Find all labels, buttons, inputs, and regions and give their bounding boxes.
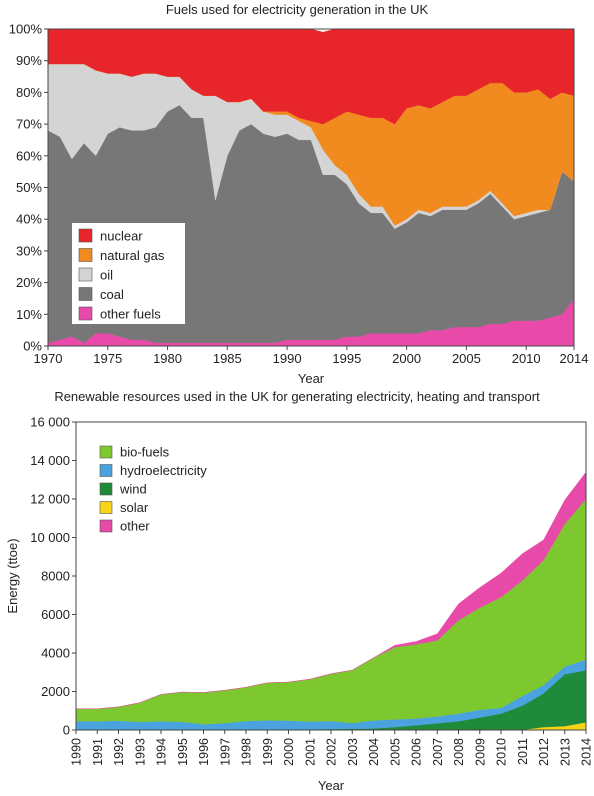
x-tick-label: 1985 (213, 351, 242, 366)
legend-label-solar: solar (120, 500, 149, 515)
legend-swatch-bio-fuels (99, 445, 113, 459)
legend-swatch-solar (99, 501, 113, 514)
y-tick-label: 8000 (41, 569, 70, 584)
y-tick-label: 90% (16, 53, 42, 68)
legend-label-natural-gas: natural gas (100, 248, 165, 263)
x-tick-label: 1994 (155, 738, 169, 766)
legend-label-wind: wind (119, 482, 147, 497)
legend-label-oil: oil (100, 268, 113, 283)
renewables-chart-areas (75, 471, 587, 731)
renewables-x-axis: 1990 1991 1992 1993 1994 1995 1996 1997 1998 1999… (70, 730, 594, 766)
x-tick-label: 1975 (93, 351, 122, 366)
y-tick-label: 60% (16, 148, 42, 163)
legend-label-nuclear: nuclear (100, 229, 143, 244)
x-tick-label: 2002 (325, 738, 339, 766)
x-tick-label: 2013 (558, 738, 572, 766)
y-tick-label: 10 000 (30, 530, 70, 545)
legend-swatch-nuclear (78, 228, 93, 243)
renewables-legend: bio-fuels hydroelectricity wind solar other (99, 445, 207, 534)
fuels-y-axis: 0% 10% 20% 30% 40% 50% 60% 70% 80% 90% 100% (9, 22, 48, 354)
x-tick-label: 2014 (580, 738, 594, 766)
y-tick-label: 70% (16, 117, 42, 132)
y-tick-label: 50% (16, 180, 42, 195)
x-tick-label: 2010 (512, 351, 541, 366)
x-tick-label: 2012 (537, 738, 551, 766)
y-tick-label: 6000 (41, 607, 70, 622)
x-tick-label: 1995 (176, 738, 190, 766)
fuels-x-axis-label: Year (298, 371, 325, 386)
fuels-x-axis: 1970 1975 1980 1985 1990 1995 2000 2005 2010 2014 (34, 346, 589, 366)
x-tick-label: 2005 (388, 738, 402, 766)
x-tick-label: 2007 (431, 738, 445, 766)
legend-swatch-wind (99, 482, 113, 496)
renewables-y-axis-label: Energy (ttoe) (5, 538, 20, 613)
x-tick-label: 1993 (133, 738, 147, 766)
x-tick-label: 1995 (332, 351, 361, 366)
y-tick-label: 4000 (41, 646, 70, 661)
x-tick-label: 1992 (112, 738, 126, 766)
x-tick-label: 2014 (560, 351, 589, 366)
y-tick-label: 2000 (41, 684, 70, 699)
y-tick-label: 40% (16, 212, 42, 227)
x-tick-label: 2000 (282, 738, 296, 766)
x-tick-label: 2001 (303, 738, 317, 766)
x-tick-label: 1999 (261, 738, 275, 766)
legend-swatch-natural-gas (78, 248, 93, 262)
y-tick-label: 10% (16, 307, 42, 322)
y-tick-label: 0 (63, 723, 70, 738)
x-tick-label: 1997 (218, 738, 232, 766)
x-tick-label: 1990 (273, 351, 302, 366)
renewables-x-axis-label: Year (318, 778, 345, 793)
legend-swatch-hydroelectricity (99, 464, 113, 477)
x-tick-label: 2004 (367, 738, 381, 766)
renewables-y-axis: 0 2000 4000 6000 8000 10 000 12 000 14 000 16 00… (30, 415, 76, 738)
x-tick-label: 1996 (197, 738, 211, 766)
renewables-chart-title: Renewable resources used in the UK for g… (54, 389, 540, 404)
legend-swatch-oil (78, 267, 93, 282)
series-area-bio-fuels (75, 498, 587, 725)
y-tick-label: 16 000 (30, 415, 70, 430)
x-tick-label: 1980 (153, 351, 182, 366)
x-tick-label: 2008 (452, 738, 466, 766)
y-tick-label: 12 000 (30, 492, 70, 507)
legend-label-coal: coal (100, 287, 124, 302)
x-tick-label: 1998 (240, 738, 254, 766)
x-tick-label: 2011 (516, 738, 530, 765)
x-tick-label: 2003 (346, 738, 360, 766)
x-tick-label: 2005 (452, 351, 481, 366)
legend-label-bio-fuels: bio-fuels (120, 445, 170, 460)
y-tick-label: 100% (9, 22, 43, 37)
y-tick-label: 30% (16, 243, 42, 258)
x-tick-label: 2006 (410, 738, 424, 766)
x-tick-label: 2010 (495, 738, 509, 766)
legend-label-hydroelectricity: hydroelectricity (120, 463, 207, 478)
legend-label-other-fuels: other fuels (100, 307, 161, 322)
legend-swatch-other-fuels (78, 306, 93, 321)
y-tick-label: 20% (16, 275, 42, 290)
fuels-chart-title: Fuels used for electricity generation in… (166, 2, 429, 17)
legend-label-other: other (120, 519, 150, 534)
renewables-chart: Renewable resources used in the UK for g… (5, 389, 594, 793)
fuels-chart: Fuels used for electricity generation in… (9, 2, 589, 386)
x-tick-label: 2000 (392, 351, 421, 366)
fuels-legend: nuclear natural gas oil coal other fuels (72, 223, 185, 324)
y-tick-label: 0% (23, 339, 42, 354)
x-tick-label: 1991 (91, 738, 105, 766)
x-tick-label: 1990 (70, 738, 84, 766)
y-tick-label: 80% (16, 85, 42, 100)
legend-swatch-coal (78, 287, 93, 301)
x-tick-label: 1970 (34, 351, 63, 366)
x-tick-label: 2009 (473, 738, 487, 766)
y-tick-label: 14 000 (30, 453, 70, 468)
legend-swatch-other (99, 519, 113, 533)
